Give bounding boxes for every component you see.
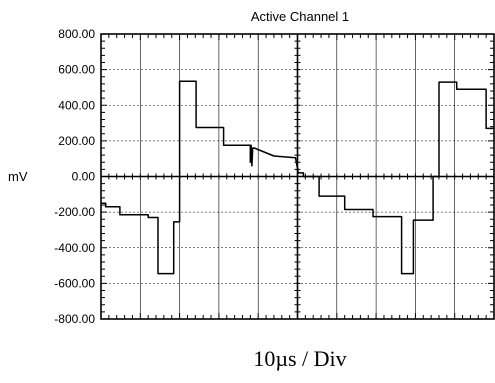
y-tick-label: 400.00	[58, 98, 95, 112]
y-tick-label: -200.00	[54, 205, 95, 219]
y-tick-labels: 800.00 600.00 400.00 200.00 0.00 -200.00 -400.…	[54, 27, 95, 326]
x-axis-label: 10µs / Div	[253, 346, 346, 371]
y-tick-label: 200.00	[58, 134, 95, 148]
y-tick-label: -600.00	[54, 276, 95, 290]
y-tick-label: 600.00	[58, 63, 95, 77]
chart-title: Active Channel 1	[251, 9, 349, 24]
series-line	[101, 80, 494, 275]
y-tick-label: 800.00	[58, 27, 95, 41]
plot-frame	[100, 33, 495, 320]
y-axis-label: mV	[8, 169, 28, 184]
y-tick-label: 0.00	[72, 170, 96, 184]
y-tick-label: -800.00	[54, 312, 95, 326]
y-tick-label: -400.00	[54, 241, 95, 255]
